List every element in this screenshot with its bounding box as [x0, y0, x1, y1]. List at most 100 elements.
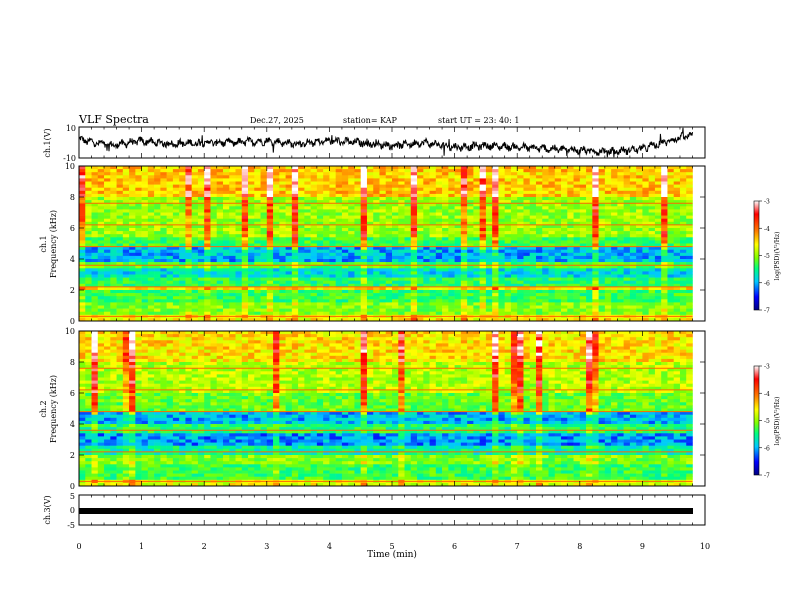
spectrogram-cell: [79, 193, 86, 198]
spectrogram-cell: [517, 218, 524, 223]
spectrogram-cell: [504, 311, 512, 316]
spectrogram-cell: [266, 169, 274, 173]
spectrogram-cell: [492, 228, 499, 232]
spectrogram-cell: [529, 200, 537, 204]
spectrogram-cell: [229, 203, 236, 207]
spectrogram-cell: [323, 231, 330, 235]
spectrogram-cell: [492, 262, 499, 266]
spectrogram-cell: [629, 237, 637, 241]
spectrogram-cell: [79, 203, 86, 207]
spectrogram-cell: [510, 271, 518, 275]
spectrogram-cell: [448, 231, 455, 235]
spectrogram-cell: [410, 308, 418, 312]
spectrogram-cell: [204, 218, 211, 223]
spectrogram-cell: [116, 175, 124, 179]
spectrogram-cell: [517, 193, 524, 198]
spectrogram-cell: [216, 203, 224, 207]
spectrogram-cell: [686, 166, 693, 170]
spectrogram-cell: [417, 268, 424, 272]
spectrogram-cell: [166, 252, 174, 257]
spectrogram-cell: [104, 246, 111, 250]
spectrogram-cell: [79, 243, 86, 247]
spectrogram-cell: [392, 293, 399, 297]
spectrogram-cell: [135, 221, 142, 226]
spectrogram-cell: [135, 240, 142, 244]
spectrogram-cell: [110, 290, 117, 294]
spectrogram-cell: [379, 255, 387, 260]
spectrogram-cell: [392, 280, 399, 285]
spectrogram-cell: [154, 280, 161, 285]
spectrogram-cell: [298, 234, 305, 238]
spectrogram-cell: [686, 262, 693, 266]
spectrogram-cell: [360, 203, 368, 207]
spectrogram-cell: [661, 286, 668, 291]
spectrogram-cell: [229, 274, 236, 278]
spectrogram-cell: [679, 203, 687, 207]
spectrogram-cell: [398, 305, 405, 309]
spectrogram-cell: [129, 181, 136, 185]
spectrogram-cell: [504, 228, 512, 232]
spectrogram-cell: [210, 172, 218, 176]
spectrogram-cell: [454, 218, 462, 223]
spectrogram-cell: [222, 299, 230, 303]
spectrogram-cell: [229, 293, 236, 297]
spectrogram-cell: [229, 286, 236, 291]
spectrogram-cell: [141, 181, 149, 185]
spectrogram-cell: [623, 243, 631, 247]
spectrogram-cell: [154, 166, 161, 170]
spectrogram-cell: [254, 259, 261, 263]
spectrogram-cell: [611, 221, 618, 226]
spectrogram-cell: [473, 296, 480, 300]
spectrogram-cell: [185, 181, 192, 185]
spectrogram-cell: [304, 293, 311, 297]
spectrogram-cell: [210, 206, 218, 210]
spectrogram-cell: [548, 228, 556, 232]
spectrogram-cell: [285, 209, 293, 213]
spectrogram-cell: [417, 209, 424, 213]
spectrogram-cell: [341, 259, 349, 263]
spectrogram-cell: [579, 169, 587, 173]
spectrogram-cell: [686, 169, 693, 173]
spectrogram-cell: [291, 255, 299, 260]
spectrogram-cell: [241, 190, 249, 195]
spectrogram-cell: [498, 252, 505, 257]
spectrogram-cell: [354, 231, 361, 235]
spectrogram-cell: [636, 206, 643, 210]
spectrogram-cell: [172, 203, 180, 207]
spectrogram-cell: [316, 277, 324, 281]
spectrogram-cell: [579, 206, 587, 210]
spectrogram-cell: [517, 206, 524, 210]
spectrogram-cell: [248, 293, 255, 297]
spectrogram-cell: [636, 262, 643, 266]
spectrogram-cell: [667, 280, 674, 285]
spectrogram-cell: [241, 237, 249, 241]
spectrogram-cell: [554, 203, 562, 207]
spectrogram-cell: [222, 259, 230, 263]
spectrogram-cell: [417, 296, 424, 300]
spectrogram-cell: [629, 293, 637, 297]
spectrogram-cell: [535, 209, 543, 213]
spectrogram-cell: [648, 259, 656, 263]
spectrogram-cell: [398, 209, 405, 213]
spectrogram-cell: [454, 175, 462, 179]
spectrogram-cell: [404, 197, 412, 201]
spectrogram-cell: [629, 218, 637, 223]
spectrogram-cell: [85, 311, 92, 316]
spectrogram-cell: [154, 209, 161, 213]
spectrogram-cell: [535, 203, 543, 207]
spectrogram-cell: [385, 265, 393, 269]
spectrogram-cell: [592, 212, 599, 216]
spectrogram-cell: [110, 181, 117, 185]
spectrogram-cell: [348, 265, 355, 269]
spectrogram-cell: [417, 271, 424, 275]
spectrogram-cell: [166, 305, 174, 309]
spectrogram-cell: [97, 237, 105, 241]
spectrogram-cell: [379, 175, 387, 179]
spectrogram-cell: [235, 293, 243, 297]
spectrogram-cell: [229, 197, 236, 201]
spectrogram-cell: [122, 290, 130, 294]
spectrogram-cell: [285, 262, 293, 266]
spectrogram-cell: [310, 246, 318, 250]
spectrogram-cell: [404, 224, 412, 229]
spectrogram-cell: [298, 268, 305, 272]
